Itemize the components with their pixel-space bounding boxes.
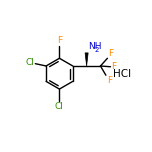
Text: Cl: Cl	[26, 58, 35, 67]
Text: F: F	[108, 48, 113, 57]
Text: Cl: Cl	[55, 102, 64, 111]
Text: F: F	[107, 76, 112, 85]
Polygon shape	[85, 53, 88, 66]
Text: NH: NH	[88, 42, 102, 51]
Text: F: F	[111, 62, 116, 71]
Text: HCl: HCl	[113, 69, 131, 79]
Text: F: F	[57, 36, 62, 45]
Text: 2: 2	[94, 47, 99, 53]
